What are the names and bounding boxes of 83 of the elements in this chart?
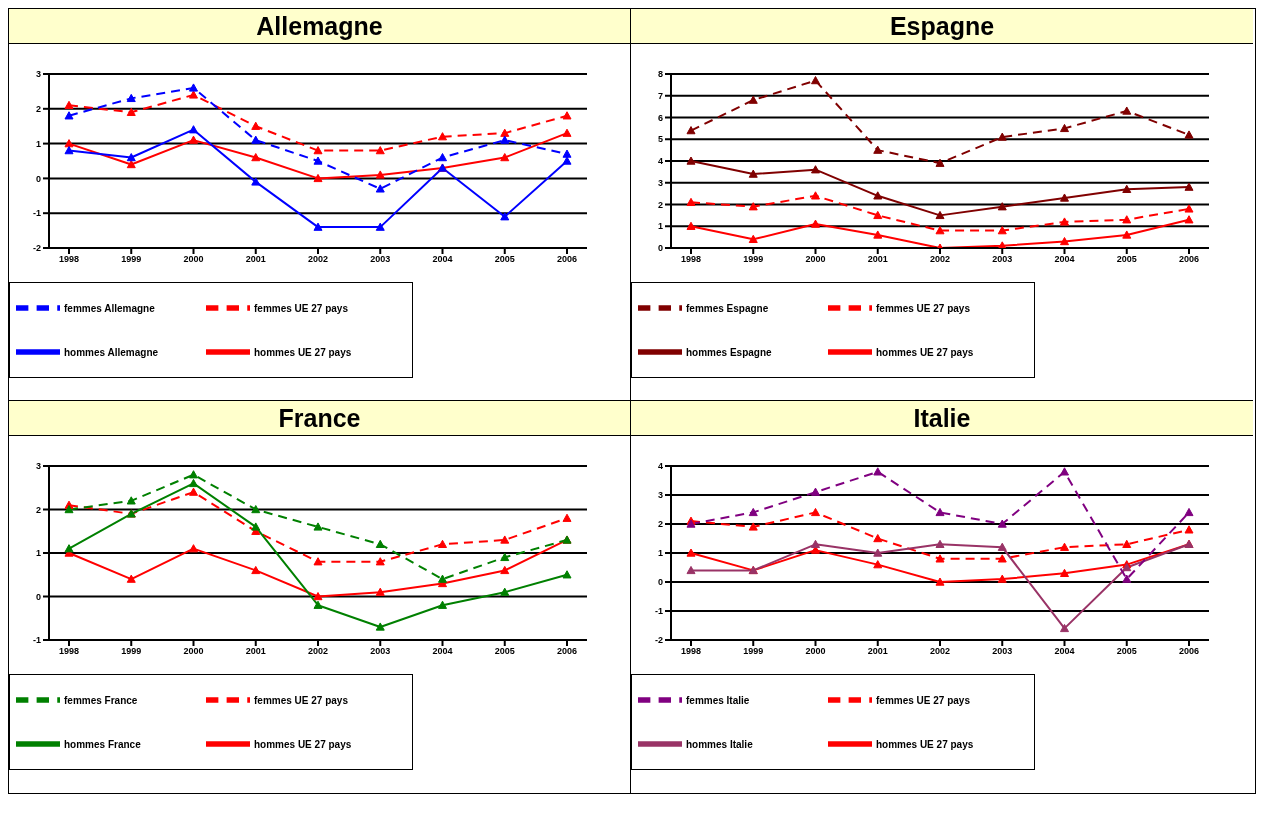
legend-label: hommes Espagne xyxy=(686,346,772,358)
y-tick-label: 2 xyxy=(657,519,663,530)
x-tick-label: 2000 xyxy=(805,646,826,657)
legend-label: hommes Italie xyxy=(686,738,753,750)
y-tick-label: 3 xyxy=(35,69,41,80)
legend-label: femmes UE 27 pays xyxy=(254,694,348,706)
y-tick-label: 8 xyxy=(657,69,663,80)
x-tick-label: 2002 xyxy=(307,254,329,265)
x-tick-label: 2001 xyxy=(867,646,888,657)
x-tick-label: 2001 xyxy=(245,254,266,265)
x-tick-label: 1999 xyxy=(121,254,142,265)
x-tick-label: 2003 xyxy=(992,254,1013,265)
legend-label: femmes UE 27 pays xyxy=(876,302,970,314)
x-tick-label: 2000 xyxy=(183,646,204,657)
x-tick-label: 2006 xyxy=(556,254,578,265)
x-tick-label: 2001 xyxy=(245,646,266,657)
legend-label: hommes UE 27 pays xyxy=(876,738,974,750)
legend-label: femmes Espagne xyxy=(686,302,769,314)
x-tick-label: 2004 xyxy=(1054,254,1075,265)
y-tick-label: 5 xyxy=(657,134,663,145)
x-tick-label: 2002 xyxy=(929,646,951,657)
legend-label: femmes UE 27 pays xyxy=(876,694,970,706)
x-tick-label: 2000 xyxy=(183,254,204,265)
y-tick-label: 2 xyxy=(35,504,41,515)
legend-label: femmes Italie xyxy=(686,694,750,706)
chart-title: France xyxy=(9,401,630,436)
x-tick-label: 2004 xyxy=(1054,646,1075,657)
x-tick-label: 2002 xyxy=(307,646,329,657)
x-tick-label: 1999 xyxy=(743,254,764,265)
x-tick-label: 2004 xyxy=(432,254,453,265)
y-tick-label: 7 xyxy=(657,90,663,101)
y-tick-label: 3 xyxy=(35,461,41,472)
legend-label: hommes UE 27 pays xyxy=(876,346,974,358)
y-tick-label: -1 xyxy=(654,606,663,617)
y-tick-label: 3 xyxy=(657,490,663,501)
x-tick-label: 1998 xyxy=(58,254,80,265)
x-tick-label: 2003 xyxy=(992,646,1013,657)
y-tick-label: 1 xyxy=(35,548,41,559)
x-tick-label: 1998 xyxy=(58,646,80,657)
chart-title: Espagne xyxy=(631,9,1253,44)
x-tick-label: 2006 xyxy=(1178,646,1200,657)
x-tick-label: 1999 xyxy=(743,646,764,657)
y-tick-label: 0 xyxy=(657,243,663,254)
y-tick-label: -2 xyxy=(654,635,663,646)
y-tick-label: 1 xyxy=(657,548,663,559)
legend-label: femmes UE 27 pays xyxy=(254,302,348,314)
chart-title: Italie xyxy=(631,401,1253,436)
legend-label: hommes France xyxy=(64,738,141,750)
legend-label: femmes France xyxy=(64,694,138,706)
y-tick-label: 3 xyxy=(657,177,663,188)
legend-label: femmes Allemagne xyxy=(64,302,155,314)
y-tick-label: 2 xyxy=(35,103,41,114)
x-tick-label: 2000 xyxy=(805,254,826,265)
x-tick-label: 2004 xyxy=(432,646,453,657)
x-tick-label: 1998 xyxy=(680,254,702,265)
y-tick-label: 2 xyxy=(657,199,663,210)
x-tick-label: 1998 xyxy=(680,646,702,657)
y-tick-label: -1 xyxy=(32,635,41,646)
x-tick-label: 1999 xyxy=(121,646,142,657)
legend-label: hommes Allemagne xyxy=(64,346,159,358)
y-tick-label: 0 xyxy=(657,577,663,588)
chart-title: Allemagne xyxy=(9,9,630,44)
x-tick-label: 2003 xyxy=(370,646,391,657)
x-tick-label: 2002 xyxy=(929,254,951,265)
x-tick-label: 2005 xyxy=(1116,646,1137,657)
y-tick-label: 6 xyxy=(657,112,663,123)
x-tick-label: 2006 xyxy=(556,646,578,657)
y-tick-label: 4 xyxy=(657,156,663,167)
x-tick-label: 2005 xyxy=(1116,254,1137,265)
x-tick-label: 2005 xyxy=(494,254,515,265)
x-tick-label: 2001 xyxy=(867,254,888,265)
legend-label: hommes UE 27 pays xyxy=(254,346,352,358)
legend-label: hommes UE 27 pays xyxy=(254,738,352,750)
y-tick-label: -2 xyxy=(32,243,41,254)
y-tick-label: -1 xyxy=(32,208,41,219)
y-tick-label: 0 xyxy=(35,591,41,602)
x-tick-label: 2005 xyxy=(494,646,515,657)
y-tick-label: 4 xyxy=(657,461,663,472)
y-tick-label: 1 xyxy=(35,138,41,149)
y-tick-label: 1 xyxy=(657,221,663,232)
x-tick-label: 2006 xyxy=(1178,254,1200,265)
y-tick-label: 0 xyxy=(35,173,41,184)
x-tick-label: 2003 xyxy=(370,254,391,265)
